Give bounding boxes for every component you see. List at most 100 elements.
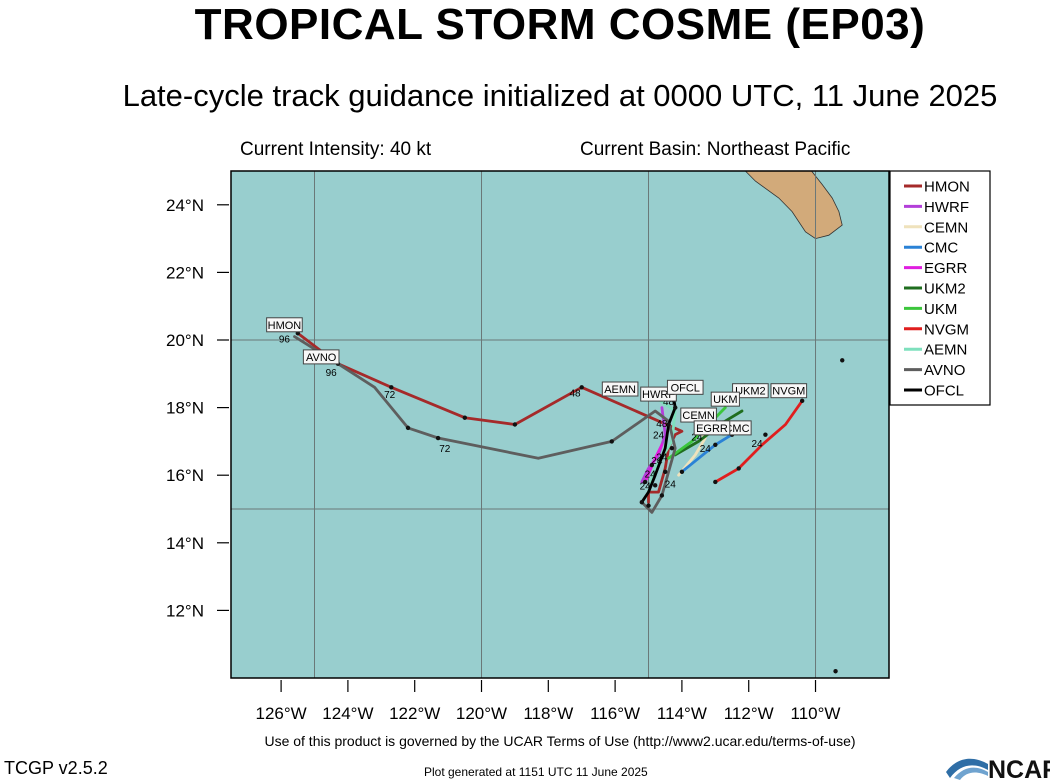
lon-tick-label: 122°W	[389, 704, 440, 723]
forecast-hour-label: 24	[653, 431, 665, 442]
svg-text:CMC: CMC	[724, 423, 749, 435]
model-label-ofcl: OFCL	[666, 379, 704, 395]
svg-text:UKM2: UKM2	[735, 386, 766, 398]
forecast-point	[639, 500, 645, 505]
svg-text:AVNO: AVNO	[306, 352, 337, 364]
forecast-point	[646, 503, 651, 508]
forecast-hour-label: 24	[665, 480, 677, 491]
forecast-point	[673, 405, 678, 410]
ncar-logo: NCAR	[946, 756, 1050, 780]
svg-text:AEMN: AEMN	[604, 384, 636, 396]
forecast-hour-label: 96	[326, 368, 338, 379]
forecast-point	[763, 432, 768, 437]
forecast-point	[666, 422, 671, 427]
forecast-hour-label: 24	[656, 453, 668, 464]
lat-tick-label: 12°N	[166, 601, 204, 620]
forecast-point	[609, 439, 614, 444]
forecast-point	[679, 469, 685, 475]
lat-tick-label: 22°N	[166, 263, 204, 282]
forecast-hour-label: 24	[640, 481, 652, 492]
svg-text:NVGM: NVGM	[772, 386, 805, 398]
legend-label-cmc: CMC	[924, 240, 958, 257]
forecast-point	[833, 669, 838, 674]
legend-label-hwrf: HWRF	[924, 199, 969, 216]
forecast-hour-label: 24	[645, 470, 657, 481]
current-basin-label: Current Basin: Northeast Pacific	[580, 139, 851, 160]
forecast-point	[405, 425, 411, 431]
lat-tick-label: 18°N	[166, 399, 204, 418]
model-label-cemn: CEMN	[680, 407, 717, 423]
forecast-point	[659, 493, 665, 498]
legend-label-nvgm: NVGM	[924, 321, 969, 338]
forecast-hour-label: 24	[651, 456, 663, 467]
lat-tick-label: 20°N	[166, 331, 204, 350]
current-intensity-label: Current Intensity: 40 kt	[240, 139, 432, 160]
generated-timestamp: Plot generated at 1151 UTC 11 June 2025	[424, 765, 648, 779]
axes: 126°W 124°W 122°W 120°W 118°W 116°W 114°W 112°W…	[166, 196, 840, 723]
model-label-ukm: UKM	[710, 391, 740, 407]
svg-text:CEMN: CEMN	[682, 410, 714, 422]
track-nvgm	[713, 399, 804, 484]
forecast-point	[435, 435, 441, 441]
forecast-point	[799, 398, 805, 404]
forecast-point	[642, 479, 648, 485]
svg-text:OFCL: OFCL	[671, 382, 700, 394]
plot-frame	[230, 170, 890, 679]
forecast-hour-label: 48	[656, 419, 668, 430]
forecast-hour-label: 24	[691, 432, 703, 443]
svg-text:EGRR: EGRR	[696, 423, 728, 435]
lon-tick-label: 116°W	[590, 704, 640, 723]
legend-label-ukm2: UKM2	[924, 281, 966, 298]
forecast-hour-label: 24	[752, 439, 764, 450]
ncar-logo-swoosh-2	[954, 767, 988, 780]
forecast-hour-label: 48	[569, 388, 581, 399]
lon-tick-label: 124°W	[322, 704, 373, 723]
lon-tick-label: 112°W	[724, 704, 774, 723]
track-hwrf	[640, 406, 667, 484]
legend-label-hmon: HMON	[924, 179, 970, 196]
model-labels: HMONHWRFCEMNCMCEGRRUKM2UKMNVGMAEMNAVNOOF…	[266, 317, 808, 436]
forecast-point	[579, 385, 584, 390]
forecast-hour-label: 72	[439, 444, 451, 455]
forecast-point	[736, 466, 741, 471]
version-label: TCGP v2.5.2	[4, 758, 108, 778]
forecast-hour-label: 96	[279, 334, 291, 345]
legend-label-egrr: EGRR	[924, 260, 968, 277]
track-avno	[293, 335, 677, 514]
chart-subtitle: Late-cycle track guidance initialized at…	[122, 78, 998, 113]
forecast-point	[652, 483, 658, 488]
forecast-point	[663, 469, 668, 475]
lat-tick-label: 24°N	[166, 196, 204, 215]
grid-lines	[231, 171, 889, 678]
model-label-nvgm: NVGM	[770, 383, 808, 399]
model-tracks	[293, 331, 804, 514]
lon-tick-label: 110°W	[791, 704, 841, 723]
forecast-points	[295, 331, 845, 674]
forecast-point	[462, 415, 468, 420]
forecast-point	[713, 442, 718, 447]
lon-tick-label: 118°W	[523, 704, 573, 723]
forecast-point	[840, 358, 845, 363]
ncar-logo-swoosh	[946, 758, 988, 778]
forecast-point	[669, 445, 675, 451]
model-label-avno: AVNO	[302, 349, 340, 365]
lat-tick-label: 16°N	[166, 466, 204, 485]
forecast-hour-label: 72	[384, 390, 396, 401]
svg-text:UKM: UKM	[713, 394, 737, 406]
model-label-hmon: HMON	[266, 317, 303, 333]
svg-text:HMON: HMON	[268, 320, 302, 332]
track-egrr	[643, 443, 664, 484]
legend-label-cemn: CEMN	[924, 219, 968, 236]
lon-tick-label: 126°W	[255, 704, 306, 723]
terms-of-use: Use of this product is governed by the U…	[264, 733, 856, 749]
ocean-area	[231, 171, 889, 678]
forecast-point	[512, 422, 518, 427]
legend-label-ofcl: OFCL	[924, 383, 964, 400]
forecast-point	[649, 462, 655, 468]
legend: HMON HWRF CEMN CMC EGRR UKM2 UKM NVGM AEMN AVNO OF…	[889, 170, 991, 406]
legend-label-aemn: AEMN	[924, 342, 967, 359]
legend-label-ukm: UKM	[924, 301, 957, 318]
forecast-point	[389, 385, 394, 390]
